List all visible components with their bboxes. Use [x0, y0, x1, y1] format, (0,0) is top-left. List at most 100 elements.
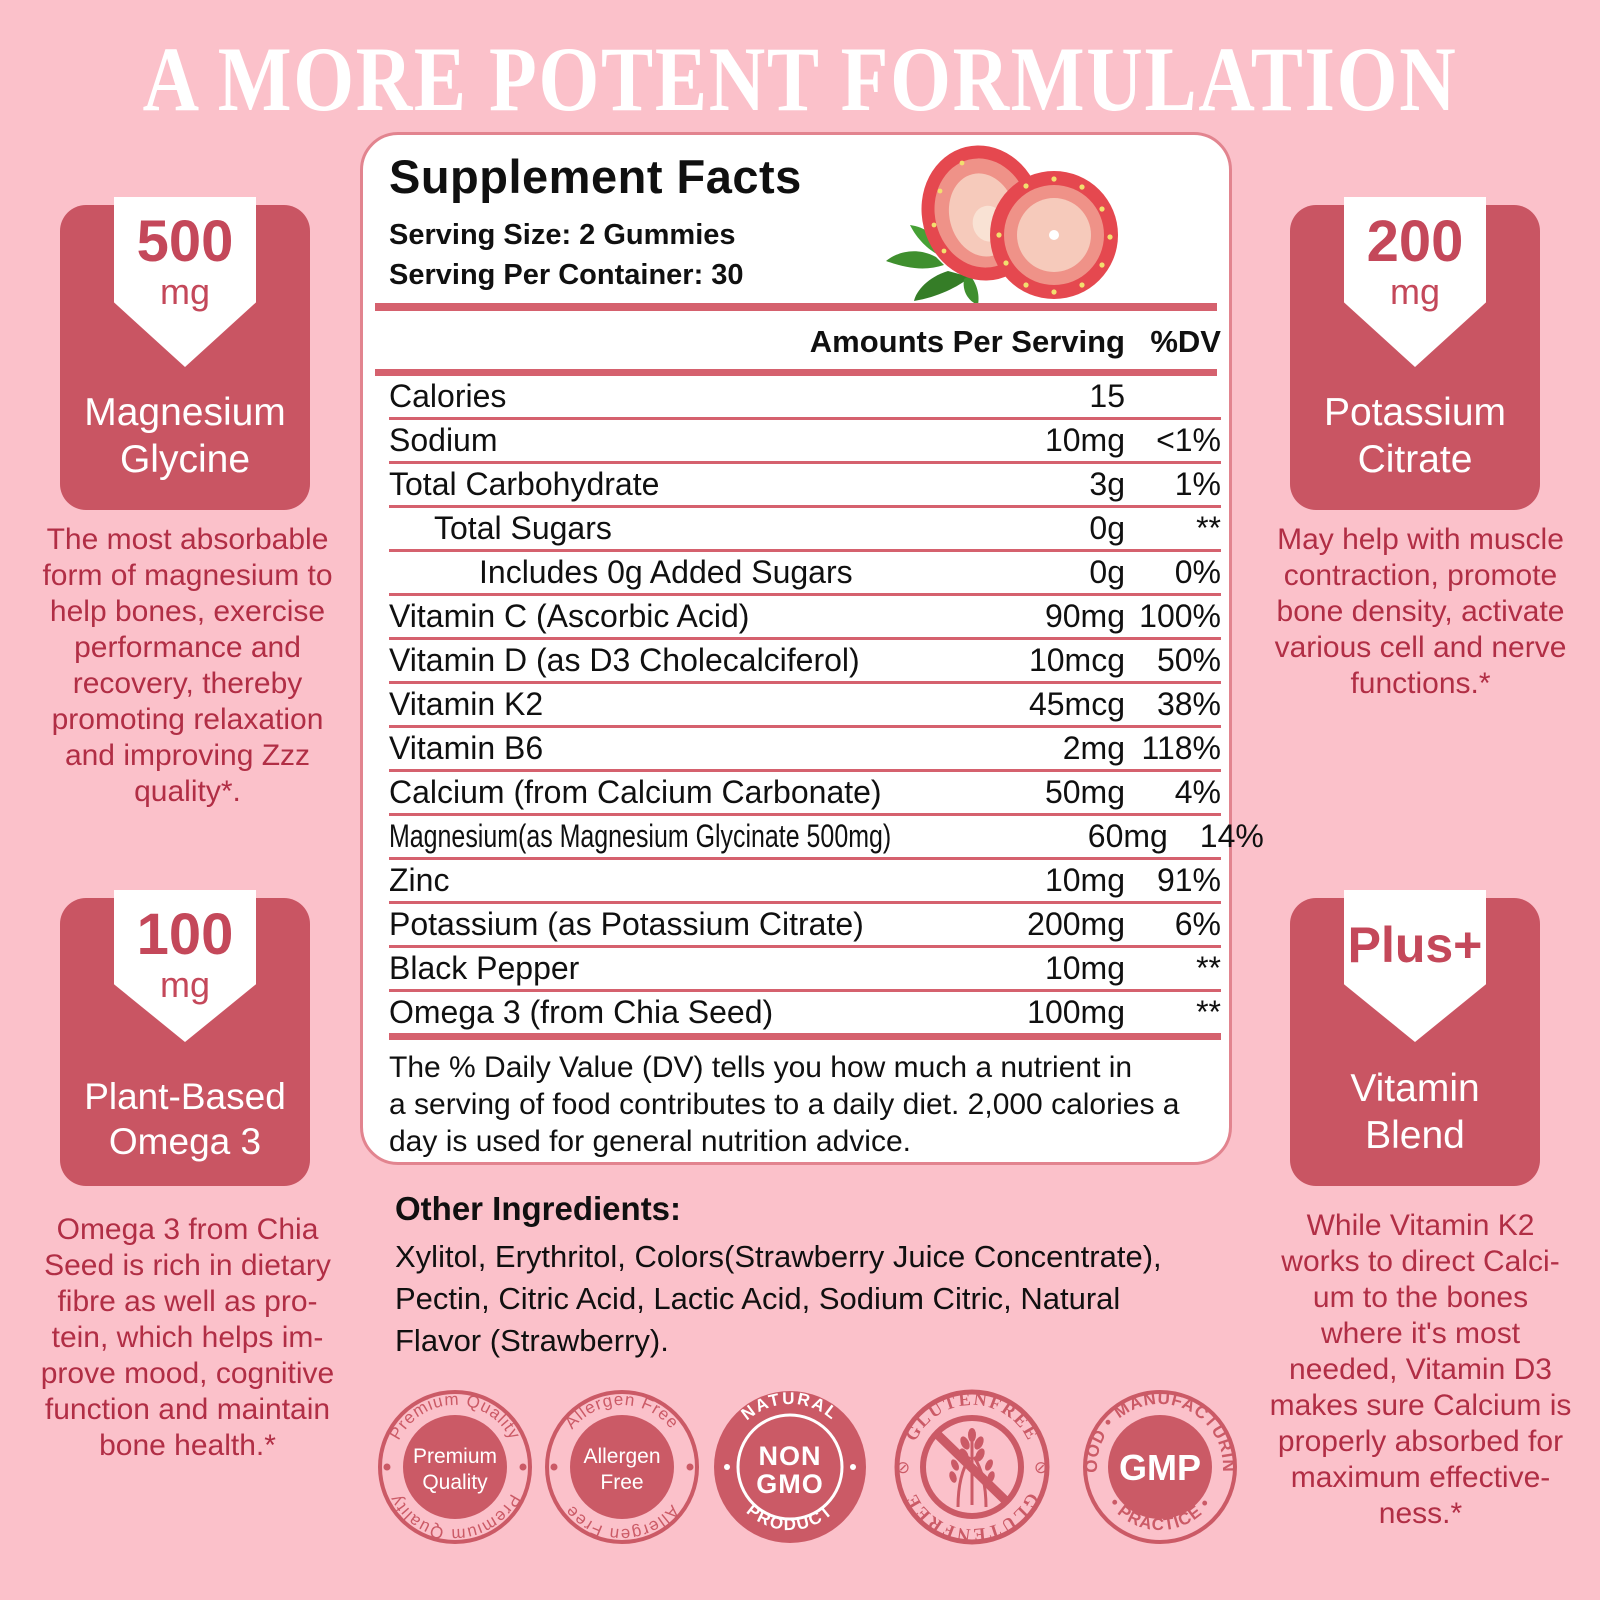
row-dv: 50%	[1156, 642, 1221, 678]
col-amounts-label: Amounts Per Serving	[809, 324, 1125, 359]
vitamin-blend-description: While Vitamin K2 works to direct Calci- …	[1269, 1209, 1572, 1530]
row-name: Sodium	[389, 422, 498, 458]
row-dv: 6%	[1174, 906, 1221, 942]
table-row: Total Carbohydrate 3g 1%	[389, 464, 1221, 508]
ribbon: 500 mg	[114, 197, 256, 367]
row-name: Vitamin K2	[389, 686, 544, 722]
supplement-facts-heading: Supplement Facts	[389, 150, 802, 203]
row-name: Total Carbohydrate	[389, 466, 660, 502]
divider	[375, 303, 1217, 311]
table-row: Vitamin D (as D3 Cholecalciferol) 10mcg …	[389, 640, 1221, 684]
supplement-facts-panel: Supplement Facts Serving Size: 2 Gummies…	[360, 132, 1264, 1165]
seal-center-line2: Quality	[422, 1471, 488, 1494]
row-name: Vitamin D (as D3 Cholecalciferol)	[389, 642, 860, 678]
premium-quality-seal: Premium Quality Premium Quality Premium …	[378, 1390, 532, 1544]
card-value: 500	[136, 209, 234, 274]
table-row: Omega 3 (from Chia Seed) 100mg **	[389, 992, 1221, 1033]
row-amount: 15	[1089, 378, 1125, 414]
table-row: Includes 0g Added Sugars 0g 0%	[389, 552, 1221, 596]
ribbon: 100 mg	[114, 890, 256, 1042]
row-amount: 3g	[1089, 466, 1125, 502]
wheat-icon	[934, 1428, 1010, 1508]
row-amount: 10mg	[1044, 950, 1125, 986]
servings-per-container: Serving Per Container: 30	[389, 259, 744, 291]
row-name: Vitamin C (Ascorbic Acid)	[389, 598, 750, 634]
table-row: Potassium (as Potassium Citrate) 200mg 6…	[389, 904, 1221, 948]
row-name: Zinc	[389, 862, 450, 898]
prohibition-glyph-left: ⊘	[896, 1458, 910, 1477]
facts-header-row: Amounts Per Serving %DV	[389, 319, 1221, 365]
gmp-seal: GOOD • MANUFACTURING • PRACTICE • GMP	[1082, 1389, 1237, 1544]
row-amount: 45mcg	[1028, 686, 1125, 722]
card-magnesium-glycine: 500 mg Magnesium Glycine	[60, 197, 310, 510]
table-row: Calories 15	[389, 376, 1221, 420]
row-dv: 14%	[1199, 818, 1264, 854]
row-dv: 100%	[1139, 598, 1221, 634]
other-ingredients: Other Ingredients: Xylitol, Erythritol, …	[395, 1190, 1255, 1362]
table-row: Black Pepper 10mg **	[389, 948, 1221, 992]
seal-center-line2: GMO	[756, 1469, 824, 1499]
card-vitamin-blend: Plus+ Vitamin Blend	[1290, 890, 1540, 1186]
card-label: Plant-Based Omega 3	[84, 1075, 286, 1162]
seal-center-line2: Free	[600, 1471, 643, 1494]
row-dv: 118%	[1141, 730, 1221, 766]
card-potassium-citrate: 200 mg Potassium Citrate	[1290, 197, 1540, 510]
row-amount: 50mg	[1044, 774, 1125, 810]
col-dv-label: %DV	[1150, 324, 1221, 359]
divider	[375, 369, 1217, 376]
other-ingredients-label: Other Ingredients:	[395, 1190, 682, 1227]
card-unit: mg	[159, 964, 210, 1005]
allergen-free-seal: Allergen Free Allergen Free Allergen Fre…	[545, 1390, 699, 1544]
row-dv: **	[1196, 994, 1221, 1030]
card-unit: mg	[159, 271, 210, 312]
row-dv: 0%	[1174, 554, 1221, 590]
table-row: Vitamin B6 2mg 118%	[389, 728, 1221, 772]
row-amount: 0g	[1089, 510, 1125, 546]
row-name: Includes 0g Added Sugars	[479, 554, 853, 590]
row-dv: 38%	[1156, 686, 1221, 722]
card-value: 200	[1366, 209, 1464, 274]
table-row: Vitamin C (Ascorbic Acid) 90mg 100%	[389, 596, 1221, 640]
table-row: Zinc 10mg 91%	[389, 860, 1221, 904]
table-row: Calcium (from Calcium Carbonate) 50mg 4%	[389, 772, 1221, 816]
row-dv: 4%	[1174, 774, 1221, 810]
table-row: Sodium 10mg <1%	[389, 420, 1221, 464]
ribbon: Plus+	[1344, 890, 1486, 1042]
row-amount: 10mg	[1044, 422, 1125, 458]
row-name: Potassium (as Potassium Citrate)	[389, 906, 864, 942]
row-name: Calcium (from Calcium Carbonate)	[389, 774, 882, 810]
seal-center-line1: Premium	[413, 1445, 497, 1468]
table-row: Magnesium(as Magnesium Glycinate 500mg) …	[389, 816, 1264, 860]
row-amount: 90mg	[1044, 598, 1125, 634]
row-name: Omega 3 (from Chia Seed)	[389, 994, 774, 1030]
other-ingredients-text: Xylitol, Erythritol, Colors(Strawberry J…	[395, 1239, 1162, 1358]
serving-size: Serving Size: 2 Gummies	[389, 219, 736, 251]
row-amount: 0g	[1089, 554, 1125, 590]
seal-center-line1: NON	[759, 1441, 822, 1471]
non-gmo-seal: NATURAL PRODUCT NON GMO	[714, 1389, 866, 1543]
card-label: Vitamin Blend	[1350, 1066, 1480, 1158]
row-name: Calories	[389, 378, 507, 414]
table-row: Vitamin K2 45mcg 38%	[389, 684, 1221, 728]
strawberry-image	[886, 145, 1118, 305]
card-plant-omega3: 100 mg Plant-Based Omega 3	[60, 890, 310, 1186]
row-name: Vitamin B6	[389, 730, 544, 766]
row-dv: **	[1196, 510, 1221, 546]
seal-center-line1: Allergen	[583, 1445, 660, 1468]
row-amount: 100mg	[1027, 994, 1125, 1030]
row-amount: 60mg	[1087, 818, 1168, 854]
row-amount: 10mcg	[1028, 642, 1125, 678]
row-dv: 1%	[1174, 466, 1221, 502]
row-dv: <1%	[1156, 422, 1221, 458]
card-value: Plus+	[1347, 917, 1483, 973]
ribbon: 200 mg	[1344, 197, 1486, 367]
seal-center-text: GMP	[1119, 1447, 1201, 1488]
row-dv: **	[1196, 950, 1221, 986]
potassium-description: May help with muscle contraction, promot…	[1274, 523, 1567, 700]
dv-footnote: The % Daily Value (DV) tells you how muc…	[389, 1051, 1180, 1158]
row-amount: 200mg	[1027, 906, 1125, 942]
magnesium-description: The most absorbable form of magnesium to…	[42, 523, 333, 808]
page-title: A MORE POTENT FORMULATION	[142, 28, 1458, 130]
row-name: Magnesium(as Magnesium Glycinate 500mg)	[389, 818, 892, 854]
row-amount: 2mg	[1062, 730, 1125, 766]
